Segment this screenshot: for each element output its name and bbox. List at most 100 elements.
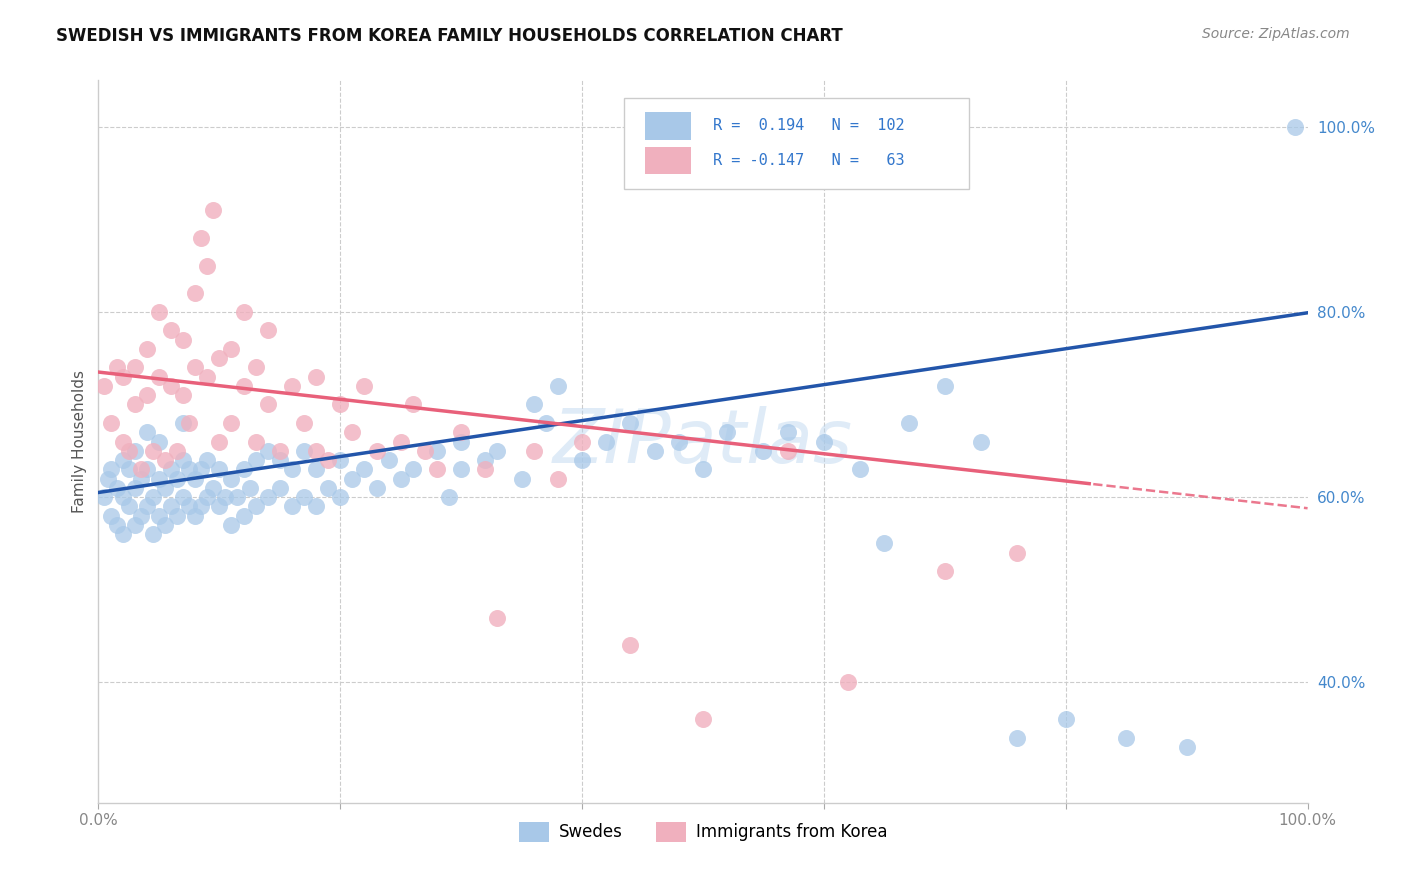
Point <box>486 610 509 624</box>
Point <box>166 443 188 458</box>
Point <box>111 527 134 541</box>
Point <box>305 462 328 476</box>
Point <box>752 443 775 458</box>
Point <box>377 453 399 467</box>
Point <box>571 453 593 467</box>
Point <box>208 500 231 514</box>
Point <box>256 490 278 504</box>
Point <box>547 379 569 393</box>
Point <box>523 443 546 458</box>
Point <box>316 453 339 467</box>
Point <box>426 443 449 458</box>
Point <box>93 490 115 504</box>
Point <box>153 481 176 495</box>
Point <box>142 443 165 458</box>
Point <box>172 453 194 467</box>
Point <box>148 508 170 523</box>
Point <box>208 434 231 449</box>
FancyBboxPatch shape <box>645 147 690 174</box>
Point <box>402 462 425 476</box>
Point <box>179 500 201 514</box>
Point <box>221 342 243 356</box>
Point <box>1054 713 1077 727</box>
Point <box>366 443 388 458</box>
Text: ZIPatlas: ZIPatlas <box>553 406 853 477</box>
Point <box>644 443 666 458</box>
Point <box>256 323 278 337</box>
Point <box>1007 546 1029 560</box>
Point <box>105 517 128 532</box>
Point <box>837 675 859 690</box>
Point <box>873 536 896 550</box>
Point <box>172 416 194 430</box>
Point <box>269 453 291 467</box>
Point <box>292 416 315 430</box>
Point <box>353 462 375 476</box>
Point <box>776 425 799 440</box>
Point <box>316 481 339 495</box>
Point <box>153 453 176 467</box>
Point <box>148 434 170 449</box>
Point <box>160 379 183 393</box>
Point <box>329 397 352 411</box>
Point <box>195 369 218 384</box>
Point <box>135 425 157 440</box>
Point <box>124 397 146 411</box>
Point <box>692 462 714 476</box>
Point <box>1007 731 1029 745</box>
Point <box>547 472 569 486</box>
Point <box>148 369 170 384</box>
Point <box>1115 731 1137 745</box>
Point <box>389 472 412 486</box>
Point <box>97 472 120 486</box>
Point <box>166 472 188 486</box>
Point <box>813 434 835 449</box>
Point <box>105 481 128 495</box>
Point <box>281 500 304 514</box>
Point <box>256 443 278 458</box>
Point <box>776 443 799 458</box>
Point <box>668 434 690 449</box>
Point <box>426 462 449 476</box>
Point <box>100 462 122 476</box>
Point <box>135 388 157 402</box>
Point <box>208 351 231 366</box>
Point <box>305 369 328 384</box>
Point <box>226 490 249 504</box>
Point <box>195 453 218 467</box>
Point <box>124 481 146 495</box>
Point <box>221 416 243 430</box>
Point <box>389 434 412 449</box>
Point <box>595 434 617 449</box>
Point <box>135 342 157 356</box>
Point <box>897 416 920 430</box>
Point <box>111 369 134 384</box>
Point <box>100 508 122 523</box>
Point <box>202 481 225 495</box>
Point <box>269 481 291 495</box>
Point <box>1175 740 1198 755</box>
Point <box>105 360 128 375</box>
Point <box>239 481 262 495</box>
Point <box>232 462 254 476</box>
Point <box>619 638 641 652</box>
Point <box>292 490 315 504</box>
Point <box>934 379 956 393</box>
Point <box>160 462 183 476</box>
Point <box>305 443 328 458</box>
Point <box>208 462 231 476</box>
Point <box>148 472 170 486</box>
FancyBboxPatch shape <box>645 112 690 139</box>
Point <box>111 434 134 449</box>
Point <box>281 379 304 393</box>
Point <box>214 490 236 504</box>
Point <box>245 360 267 375</box>
Point <box>129 462 152 476</box>
Point <box>166 508 188 523</box>
Point <box>221 517 243 532</box>
Point <box>619 416 641 430</box>
Point <box>342 425 364 440</box>
Point <box>184 360 207 375</box>
Point <box>153 517 176 532</box>
Point <box>269 443 291 458</box>
